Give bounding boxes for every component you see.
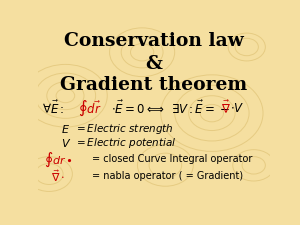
Text: $\forall\vec{E}:$: $\forall\vec{E}:$ <box>42 99 64 116</box>
Text: $\vec{\nabla}\cdot$: $\vec{\nabla}\cdot$ <box>52 167 65 183</box>
Text: $\exists V : \vec{E} = -$: $\exists V : \vec{E} = -$ <box>171 99 230 116</box>
Text: $\cdot \vec{E} = 0$: $\cdot \vec{E} = 0$ <box>111 99 145 116</box>
Text: $= Electric\ strength$: $= Electric\ strength$ <box>74 121 173 135</box>
Text: Gradient theorem: Gradient theorem <box>60 76 247 93</box>
Text: $\mathbf{\mathit{E}}$: $\mathbf{\mathit{E}}$ <box>61 122 70 134</box>
Text: $\oint d\vec{r}$: $\oint d\vec{r}$ <box>78 98 102 117</box>
Text: Conservation law: Conservation law <box>64 32 244 50</box>
Text: $\vec{\nabla}$: $\vec{\nabla}$ <box>221 99 231 116</box>
Text: $\Longleftrightarrow$: $\Longleftrightarrow$ <box>145 101 165 114</box>
Text: $\oint dr\bullet$: $\oint dr\bullet$ <box>44 150 74 168</box>
Text: = closed Curve Integral operator: = closed Curve Integral operator <box>92 154 253 164</box>
Text: $\cdot V$: $\cdot V$ <box>230 101 245 114</box>
Text: $= Electric\ potential$: $= Electric\ potential$ <box>74 135 176 149</box>
Text: = nabla operator ( = Gradient): = nabla operator ( = Gradient) <box>92 170 243 180</box>
Text: $\mathbf{\mathit{V}}$: $\mathbf{\mathit{V}}$ <box>61 136 71 148</box>
Text: &: & <box>145 55 162 73</box>
